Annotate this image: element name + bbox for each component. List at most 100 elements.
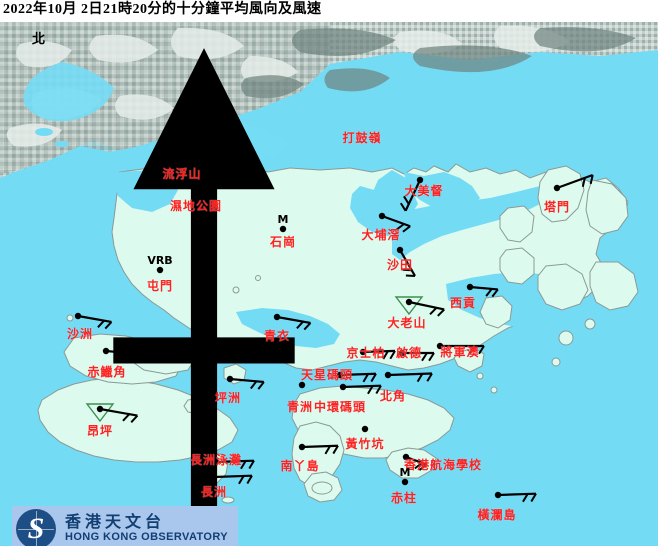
- wind-barb-feather: [362, 373, 369, 383]
- station-label[interactable]: 天星碼頭: [300, 368, 354, 382]
- wind-barb-feather: [416, 373, 424, 383]
- station-label[interactable]: 大美督: [404, 184, 444, 198]
- station-label[interactable]: 塔門: [543, 200, 571, 214]
- wind-barb-shaft: [381, 214, 411, 228]
- wind-barb-feather: [485, 288, 493, 297]
- hko-logo: S 香港天文台 HONG KONG OBSERVATORY: [12, 506, 238, 546]
- page-title: 2022年10月 2日21時20分的十分鐘平均風向及風速: [0, 0, 658, 22]
- map-canvas[interactable]: 北 打鼓嶺流浮山濕地公園 M 石崗 大美督塔門大埔滘沙田 VRB 屯門西貢大老山沙洲 青衣京…: [0, 22, 658, 546]
- station-label[interactable]: 橫瀾島: [477, 508, 517, 522]
- hko-logo-mark: S: [27, 512, 45, 545]
- station-label[interactable]: 大埔滘: [361, 228, 401, 242]
- wind-barb-shaft: [405, 455, 428, 466]
- wind-barb-shaft: [213, 474, 253, 479]
- station-label[interactable]: 中環碼頭: [313, 400, 367, 414]
- lamma-island: [291, 421, 345, 503]
- station-label[interactable]: 長洲: [200, 485, 228, 499]
- wind-barb-shaft: [387, 372, 433, 377]
- station-marker[interactable]: [279, 225, 287, 233]
- station-label[interactable]: 沙田: [386, 258, 414, 272]
- wind-barb-feather: [418, 463, 428, 471]
- wind-barb-shaft: [339, 372, 377, 377]
- hko-logo-chinese: 香港天文台: [65, 513, 166, 531]
- station-label[interactable]: 濕地公園: [169, 199, 223, 213]
- station-label[interactable]: 昂坪: [86, 424, 114, 438]
- wind-barb-feather: [581, 177, 586, 187]
- wind-barb-feather: [437, 308, 445, 317]
- wind-barb-feather: [530, 493, 537, 503]
- station-label[interactable]: 屯門: [146, 279, 174, 293]
- station-label[interactable]: 沙洲: [66, 327, 94, 341]
- wind-barb-feather: [324, 445, 331, 455]
- station-label[interactable]: 將軍澳: [440, 345, 480, 359]
- station-marker-triangle[interactable]: [394, 296, 424, 316]
- wind-barb-feather: [396, 223, 405, 231]
- station-label[interactable]: 香港航海學校: [403, 458, 483, 472]
- wind-barb-shaft: [276, 315, 311, 324]
- wind-barb-shaft: [301, 444, 339, 449]
- station-label[interactable]: 打鼓嶺: [342, 131, 382, 145]
- station-label[interactable]: 啟德: [395, 346, 423, 360]
- wind-barb-shaft: [497, 492, 537, 497]
- wind-barb-feather: [382, 350, 389, 360]
- wind-barb-feather: [389, 350, 396, 360]
- station-marker[interactable]: [361, 425, 369, 433]
- station-label[interactable]: 赤鱲角: [87, 365, 127, 379]
- wind-barb-feather: [240, 460, 247, 470]
- station-label[interactable]: 坪洲: [214, 391, 242, 405]
- wind-barb-feather: [97, 319, 105, 328]
- wind-barb-feather: [370, 373, 377, 383]
- wind-barb-shaft: [469, 285, 498, 291]
- hko-logo-disc: S: [16, 509, 56, 546]
- station-flag-vrb: VRB: [147, 254, 173, 267]
- station-label[interactable]: 石崗: [269, 235, 297, 249]
- station-label[interactable]: 北角: [379, 389, 407, 403]
- wind-barb-shaft: [215, 459, 255, 464]
- wind-barb-feather: [238, 475, 245, 485]
- wind-barb-feather: [421, 352, 428, 362]
- station-marker[interactable]: [298, 381, 306, 389]
- station-label[interactable]: 青洲: [286, 400, 314, 414]
- wind-barb-shaft: [342, 384, 382, 389]
- wind-barb-feather: [246, 475, 253, 485]
- station-marker[interactable]: [401, 478, 409, 486]
- wind-barb-feather: [478, 345, 485, 355]
- wind-barb-shaft: [362, 349, 396, 354]
- station-label[interactable]: 黃竹坑: [345, 437, 385, 451]
- wind-barb-feather: [257, 381, 265, 390]
- wind-barb-shaft: [556, 173, 594, 190]
- wind-barb-shaft: [408, 300, 445, 311]
- station-label[interactable]: 西貢: [449, 296, 477, 310]
- station-marker-triangle[interactable]: [85, 403, 115, 423]
- wind-barb-feather: [429, 307, 438, 315]
- wind-barb-feather: [589, 174, 594, 185]
- station-label[interactable]: 赤柱: [390, 491, 418, 505]
- wind-barb-shaft: [77, 314, 112, 323]
- wind-barb-feather: [402, 225, 411, 233]
- mainland-china: [0, 22, 658, 178]
- station-marker[interactable]: [156, 266, 164, 274]
- station-label[interactable]: 長洲泳灘: [189, 453, 243, 467]
- station-flag-m: M: [277, 213, 289, 226]
- north-arrow: 北: [6, 28, 295, 512]
- wind-barb-feather: [428, 352, 435, 362]
- station-label[interactable]: 南丫島: [280, 459, 320, 473]
- station-label[interactable]: 流浮山: [162, 167, 202, 181]
- wind-barb-feather: [403, 195, 410, 205]
- station-label[interactable]: 大老山: [387, 316, 427, 330]
- wind-barb-feather: [250, 380, 258, 390]
- wind-barb-feather: [367, 385, 374, 395]
- station-label[interactable]: 青衣: [263, 329, 291, 343]
- wind-barb-feather: [303, 322, 312, 331]
- wind-barb-feather: [522, 493, 529, 503]
- wind-barb-feather: [130, 414, 139, 423]
- wind-barb-feather: [375, 385, 382, 395]
- wind-barb-feather: [248, 460, 255, 470]
- wind-barb-shaft: [404, 179, 421, 212]
- wind-barb-feather: [296, 320, 304, 329]
- wind-barb-shaft: [229, 377, 264, 384]
- station-flag-m: M: [399, 466, 411, 479]
- station-label[interactable]: 京士柏: [346, 346, 386, 360]
- wind-barb-shaft: [399, 249, 416, 277]
